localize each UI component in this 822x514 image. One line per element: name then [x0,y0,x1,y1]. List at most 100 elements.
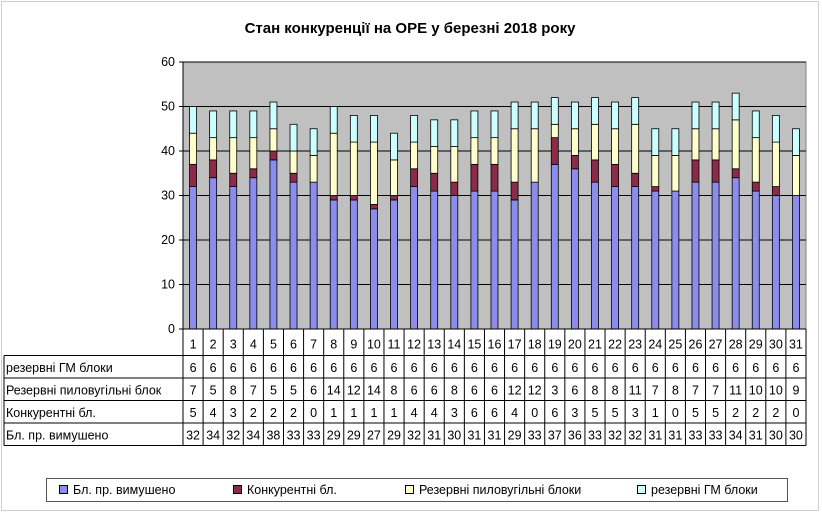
bar-segment [731,177,740,330]
table-cell-value: 0 [672,406,679,420]
bar-segment [611,101,619,130]
table-cell-value: 8 [592,384,599,398]
bar-segment [792,155,800,196]
table-cell-value: 14 [327,384,341,398]
table-cell-value: 6 [431,384,438,398]
table-cell-value: 6 [250,361,257,375]
x-category-label: 15 [467,338,481,352]
bar-segment [751,137,760,183]
bar-segment [410,168,419,188]
table-cell-value: 10 [769,384,783,398]
x-category-label: 16 [488,338,502,352]
table-cell-value: 33 [588,429,602,443]
table-cell-value: 36 [568,429,582,443]
x-category-label: 19 [548,338,562,352]
bar-segment [510,101,519,130]
table-cell-value: 29 [347,429,361,443]
bar-segment [711,181,720,330]
bar-segment [530,128,539,183]
table-cell-value: 6 [491,406,498,420]
bar-segment [550,163,559,330]
table-row-label: Конкурентні бл. [6,406,96,420]
table-cell-value: 7 [250,384,257,398]
table-cell-value: 27 [367,429,381,443]
x-category-label: 30 [769,338,783,352]
bar-segment [611,186,619,330]
table-cell-value: 6 [551,361,558,375]
table-cell-value: 31 [427,429,441,443]
bar-segment [771,141,780,188]
x-category-label: 29 [749,338,763,352]
x-category-label: 13 [427,338,441,352]
table-cell-value: 33 [287,429,301,443]
x-category-label: 9 [350,338,357,352]
bar-segment [209,110,218,139]
table-cell-value: 30 [769,429,783,443]
bar-segment [470,190,479,330]
legend-item-coal-reserve: Резервні пиловугільні блоки [405,483,581,497]
bar-segment [751,181,760,192]
table-cell-value: 6 [491,384,498,398]
bar-segment [390,132,398,161]
bar-segment [209,159,218,179]
table-cell-value: 31 [668,429,682,443]
bar-segment [249,168,258,179]
bar-segment [751,190,760,330]
table-cell-value: 6 [330,361,337,375]
table-cell-value: 33 [689,429,703,443]
bar-segment [430,146,439,174]
bar-segment [771,195,780,330]
table-row-label: резервні ГМ блоки [6,361,113,375]
x-category-label: 17 [508,338,522,352]
bar-segment [731,119,740,170]
bar-segment [370,203,378,210]
table-cell-value: 8 [451,384,458,398]
table-cell-value: 6 [310,384,317,398]
table-cell-value: 2 [732,406,739,420]
x-category-label: 12 [407,338,421,352]
x-category-label: 18 [528,338,542,352]
x-category-label: 1 [190,338,197,352]
bar-segment [209,137,218,161]
table-cell-value: 3 [571,406,578,420]
bar-segment [651,190,660,330]
legend-label-competitive: Конкурентні бл. [247,483,337,497]
table-cell-value: 5 [270,384,277,398]
bar-segment [611,128,619,165]
table-cell-value: 6 [712,361,719,375]
bar-segment [591,181,599,330]
table-cell-value: 31 [648,429,662,443]
bar-segment [269,150,278,161]
bar-segment [249,177,258,330]
table-cell-value: 6 [370,361,377,375]
table-cell-value: 37 [548,429,562,443]
bar-segment [591,97,599,125]
table-cell-value: 6 [551,406,558,420]
table-cell-value: 32 [226,429,240,443]
bar-segment [229,172,238,187]
table-cell-value: 32 [186,429,200,443]
table-cell-value: 33 [528,429,542,443]
table-cell-value: 7 [692,384,699,398]
table-cell-value: 6 [672,361,679,375]
table-cell-value: 2 [270,406,277,420]
bar-segment [189,132,197,165]
bar-segment [490,163,499,192]
bar-segment [631,186,640,330]
bar-segment [289,181,298,330]
table-row-label: Резервні пиловугільні блок [6,384,162,398]
table-cell-value: 31 [488,429,502,443]
bar-segment [329,199,338,330]
legend-label-forced: Бл. пр. вимушено [73,483,176,497]
table-cell-value: 32 [608,429,622,443]
bar-segment [510,128,519,183]
table-cell-value: 6 [350,361,357,375]
table-cell-value: 6 [571,361,578,375]
table-cell-value: 2 [752,406,759,420]
bar-segment [631,172,640,187]
bar-segment [229,137,238,174]
y-tick-label: 0 [168,322,175,336]
bar-segment [530,181,539,330]
bar-segment [249,137,258,170]
y-tick-label: 20 [161,233,175,247]
